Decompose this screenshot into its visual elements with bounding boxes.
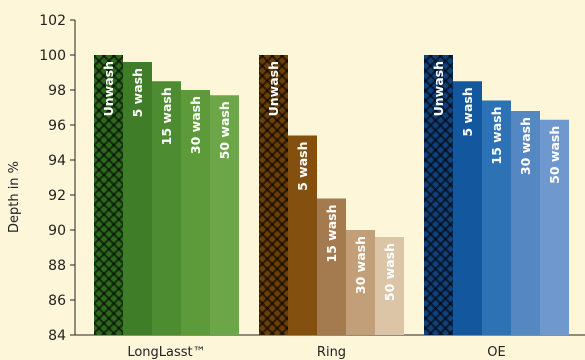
bar-label: 15 wash <box>324 205 339 263</box>
y-tick-label: 84 <box>48 328 66 344</box>
bar <box>152 81 181 335</box>
y-tick-label: 90 <box>48 223 66 239</box>
y-tick-label: 98 <box>48 83 66 99</box>
bar <box>540 119 569 335</box>
bar <box>511 111 540 335</box>
y-axis: 84 86 88 90 92 94 96 98 100 102 <box>39 13 76 344</box>
bar-label: 30 wash <box>518 117 533 175</box>
bars: Unwash 5 wash 15 wash 30 wash 50 wash Unwash 5… <box>94 55 569 335</box>
group-labels: LongLasst™ Ring OE <box>127 345 505 360</box>
bar <box>94 55 123 335</box>
y-tick-label: 94 <box>48 153 66 169</box>
bar-label: 15 wash <box>489 107 504 165</box>
y-tick-label: 92 <box>48 188 66 204</box>
bar <box>210 95 239 335</box>
bar-label: 5 wash <box>295 142 310 191</box>
bar <box>288 135 317 335</box>
bar <box>424 55 453 335</box>
group-label: LongLasst™ <box>127 345 205 360</box>
y-tick-label: 86 <box>48 293 66 309</box>
bar-label: 30 wash <box>353 236 368 294</box>
bar <box>181 90 210 335</box>
bar-group: Unwash 5 wash 15 wash 30 wash 50 wash <box>94 55 239 335</box>
bar-label: Unwash <box>101 61 116 116</box>
bar-group: Unwash 5 wash 15 wash 30 wash 50 wash <box>259 55 404 335</box>
y-axis-title: Depth in % <box>7 161 22 233</box>
bar-label: 30 wash <box>188 96 203 154</box>
y-tick-label: 100 <box>39 48 66 64</box>
bar-label: 50 wash <box>217 101 232 159</box>
bar-label: Unwash <box>266 61 281 116</box>
bar-label: 15 wash <box>159 87 174 145</box>
bar-group: Unwash 5 wash 15 wash 30 wash 50 wash <box>424 55 569 335</box>
bar-label: Unwash <box>431 61 446 116</box>
bar <box>375 237 404 335</box>
group-label: OE <box>487 345 505 360</box>
bar-label: 50 wash <box>547 126 562 184</box>
bar-label: 5 wash <box>460 87 475 136</box>
y-tick-label: 88 <box>48 258 66 274</box>
y-tick-label: 102 <box>39 13 66 29</box>
bar-label: 5 wash <box>130 68 145 117</box>
group-label: Ring <box>317 345 346 360</box>
bar <box>259 55 288 335</box>
bar-label: 50 wash <box>382 243 397 301</box>
bar <box>317 198 346 335</box>
bar <box>453 81 482 335</box>
y-tick-label: 96 <box>48 118 66 134</box>
bar <box>482 100 511 335</box>
bar <box>123 62 152 335</box>
bar <box>346 230 375 335</box>
